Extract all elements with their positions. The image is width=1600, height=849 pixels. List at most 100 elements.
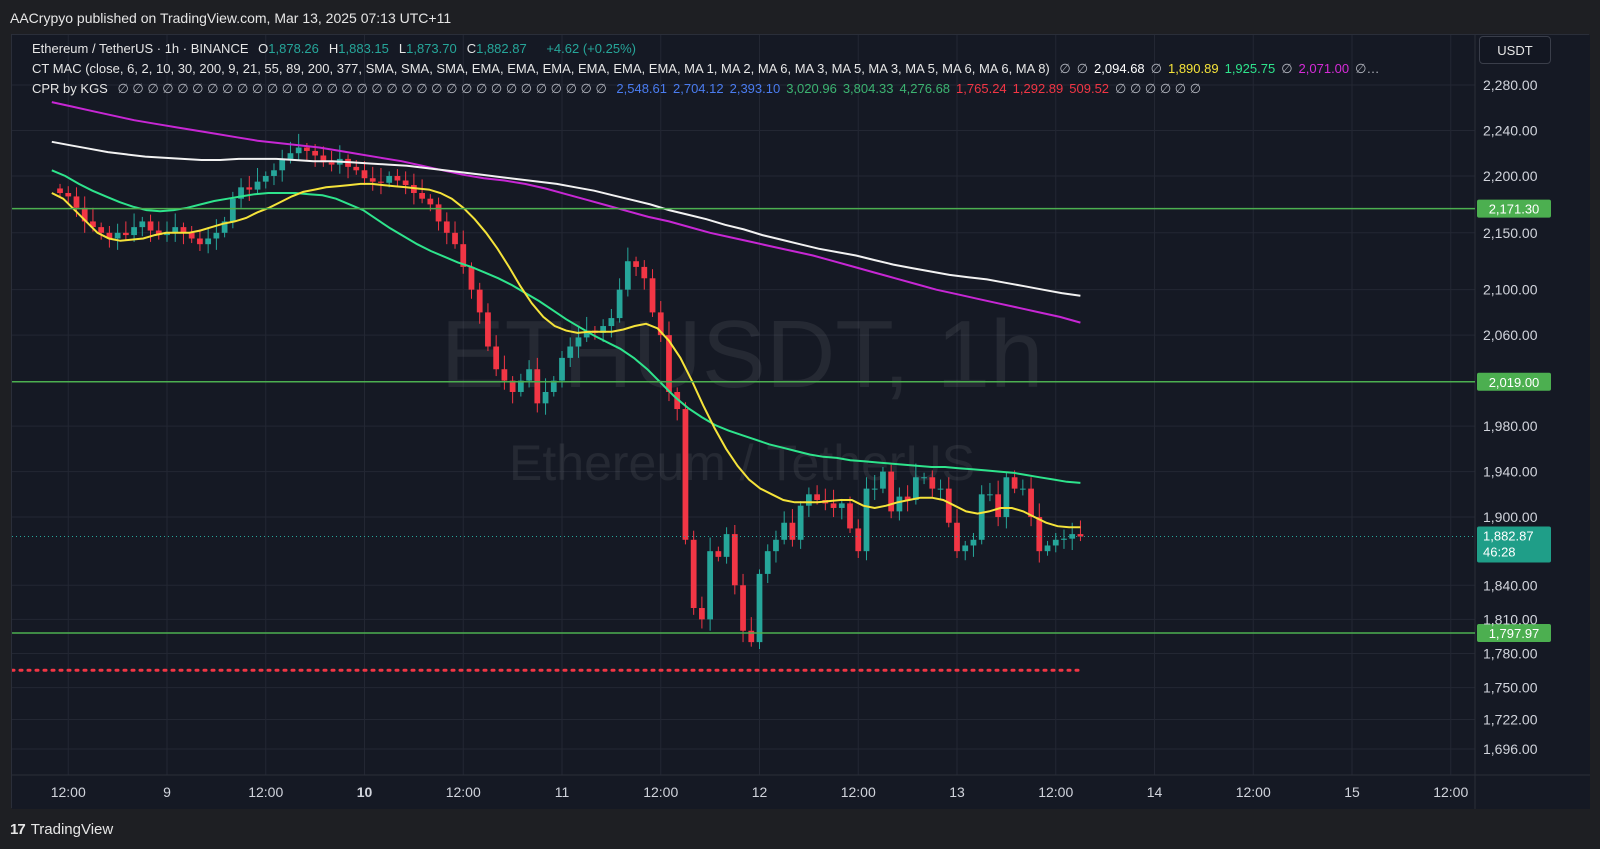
candle-body-84 (748, 630, 755, 643)
candle-body-10 (139, 221, 146, 228)
candle-body-62 (567, 346, 574, 358)
symbol-label: Ethereum / TetherUS · 1h · BINANCE (32, 41, 249, 56)
candle-body-4 (90, 221, 96, 228)
candle-body-19 (213, 232, 220, 239)
y-tick-1: 2,240.00 (1483, 122, 1538, 138)
x-tick-4: 12:00 (446, 784, 481, 800)
candle-body-90 (797, 505, 804, 540)
ohlc-values: O1,878.26 H1,883.15 L1,873.70 C1,882.87 (258, 41, 537, 56)
candle-body-46 (435, 204, 442, 222)
candle-body-85 (756, 573, 763, 643)
candle-body-111 (970, 539, 977, 546)
candle-body-118 (1028, 488, 1034, 518)
candle-body-39 (378, 181, 384, 183)
y-tick-6: 1,980.00 (1483, 418, 1538, 434)
mac-value-6: ∅ (1281, 61, 1293, 76)
candle-body-8 (122, 232, 129, 236)
y-tick-13: 1,722.00 (1483, 711, 1538, 727)
currency-button[interactable]: USDT (1479, 36, 1551, 64)
candle-body-69 (624, 261, 631, 290)
cpr-value-4: 3,804.33 (842, 81, 894, 96)
candle-body-87 (773, 539, 779, 552)
candle-body-40 (386, 175, 393, 183)
symbol-legend: Ethereum / TetherUS · 1h · BINANCE O1,87… (32, 41, 642, 56)
candle-body-105 (921, 477, 927, 479)
mac-label: CT MAC (close, 6, 2, 10, 30, 200, 9, 21,… (32, 61, 1050, 76)
price-chart[interactable]: ETHUSDT, 1h Ethereum / TetherUS 2,171.30 2,… (12, 35, 1590, 809)
y-tick-2: 2,200.00 (1483, 168, 1538, 184)
x-tick-2: 12:00 (248, 784, 283, 800)
candle-body-7 (114, 232, 121, 239)
mac-value-3: ∅ (1150, 61, 1162, 76)
candle-body-63 (575, 337, 582, 347)
footer-logo[interactable]: 17 TradingView (10, 818, 113, 840)
candle-body-114 (995, 494, 1002, 518)
candle-body-101 (888, 471, 895, 512)
x-tick-13: 15 (1344, 784, 1360, 800)
candle-body-14 (172, 227, 179, 233)
candle-body-44 (419, 193, 425, 199)
candle-body-78 (699, 608, 705, 620)
candle-body-17 (197, 238, 203, 245)
candle-body-31 (312, 150, 319, 156)
cpr-value-8: 509.52 (1069, 81, 1110, 96)
cpr-value-0: 2,548.61 (616, 81, 667, 96)
level-label-bg-0 (1477, 199, 1551, 218)
candle-body-20 (221, 221, 228, 233)
candle-body-104 (912, 477, 919, 500)
cpr-value-2: 2,393.10 (729, 81, 781, 96)
x-tick-10: 12:00 (1038, 784, 1073, 800)
candle-body-12 (155, 230, 162, 236)
candle-body-25 (262, 175, 269, 182)
candle-body-1 (65, 193, 72, 197)
candle-body-9 (131, 227, 137, 236)
x-tick-1: 9 (163, 784, 171, 800)
candle-body-13 (164, 232, 170, 236)
chart-panel[interactable]: ETHUSDT, 1h Ethereum / TetherUS 2,171.30 2,… (11, 34, 1590, 809)
candle-body-36 (353, 166, 360, 171)
y-tick-9: 1,840.00 (1483, 577, 1538, 593)
candle-body-82 (731, 534, 738, 586)
publisher-text: AACrypyo published on TradingView.com, M… (10, 10, 452, 26)
x-tick-11: 14 (1147, 784, 1163, 800)
candle-body-107 (937, 488, 944, 490)
ema-mid-line (51, 169, 1081, 484)
y-tick-14: 1,696.00 (1483, 741, 1538, 757)
y-tick-7: 1,940.00 (1483, 464, 1538, 480)
mac-value-5: 1,925.75 (1224, 61, 1276, 76)
candle-body-100 (880, 471, 886, 489)
candle-body-120 (1044, 545, 1051, 552)
x-tick-9: 13 (949, 784, 965, 800)
candle-body-102 (896, 496, 903, 512)
y-tick-11: 1,780.00 (1483, 645, 1538, 661)
x-tick-8: 12:00 (841, 784, 876, 800)
candle-body-56 (517, 380, 524, 392)
candle-body-70 (633, 261, 639, 267)
candle-body-47 (443, 221, 450, 233)
ohlc-o: O1,878.26 (258, 41, 319, 56)
last-price-tag: 1,882.87 (1483, 529, 1534, 544)
candle-body-109 (954, 522, 960, 552)
candle-body-112 (978, 494, 985, 540)
level-label-1: 2,019.00 (1489, 375, 1540, 390)
candle-body-16 (188, 232, 195, 239)
candle-body-97 (855, 528, 862, 552)
cpr-value-9: ∅ ∅ ∅ ∅ ∅ ∅ (1115, 81, 1202, 96)
candle-body-110 (962, 545, 969, 552)
candle-body-113 (987, 494, 993, 496)
level-label-0: 2,171.30 (1489, 202, 1540, 217)
candle-body-50 (468, 266, 475, 290)
mac-legend: CT MAC (close, 6, 2, 10, 30, 200, 9, 21,… (32, 61, 1391, 77)
y-tick-4: 2,100.00 (1483, 282, 1538, 298)
candle-body-18 (205, 238, 212, 245)
candle-body-94 (830, 503, 837, 508)
candle-body-23 (246, 187, 253, 190)
candle-body-67 (608, 318, 615, 327)
candle-body-2 (73, 196, 80, 208)
x-tick-5: 11 (555, 784, 570, 800)
y-tick-5: 2,060.00 (1483, 327, 1538, 343)
candle-body-54 (501, 369, 508, 381)
mac-value-1: ∅ (1076, 61, 1089, 76)
level-label-bg-2 (1477, 624, 1551, 643)
candle-body-42 (402, 180, 409, 186)
